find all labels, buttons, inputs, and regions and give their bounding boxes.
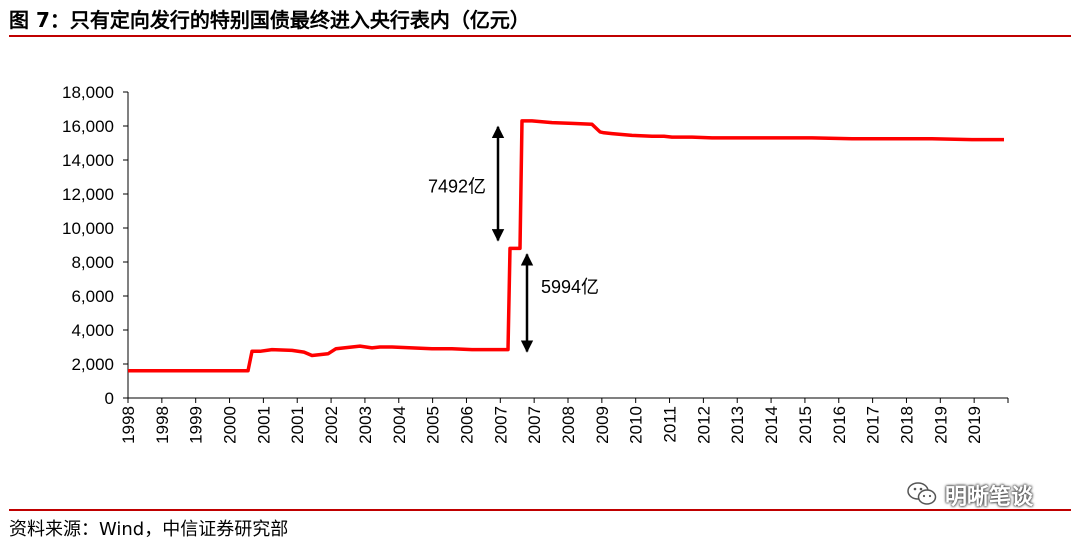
- x-tick-label: 2007: [525, 406, 544, 444]
- x-tick-label: 2006: [457, 406, 476, 444]
- x-tick-label: 2017: [864, 406, 883, 444]
- y-tick-label: 18,000: [62, 83, 114, 102]
- source-rule: [9, 509, 1071, 511]
- y-tick-label: 8,000: [71, 253, 114, 272]
- x-tick-label: 2011: [661, 406, 680, 443]
- x-tick-label: 2005: [424, 406, 443, 444]
- y-tick-label: 14,000: [62, 151, 114, 170]
- x-tick-label: 2008: [559, 406, 578, 444]
- x-tick-label: 2000: [221, 406, 240, 444]
- watermark-text: 明晰笔谈: [945, 485, 1034, 510]
- x-tick-label: 2004: [390, 406, 409, 444]
- x-tick-label: 2002: [322, 406, 341, 444]
- x-tick-label: 2019: [965, 406, 984, 444]
- annotation-5994: 5994亿: [541, 277, 599, 297]
- x-tick-label: 2007: [491, 406, 510, 444]
- x-tick-label: 2001: [254, 406, 273, 444]
- series-line: [128, 119, 1004, 373]
- chart-annotations: 7492亿 5994亿: [428, 125, 599, 353]
- source-note: 资料来源：Wind，中信证券研究部: [9, 519, 289, 540]
- x-tick-label: 1998: [153, 406, 172, 444]
- x-tick-label: 2009: [593, 406, 612, 444]
- x-tick-label: 2018: [897, 406, 916, 444]
- x-tick-label: 2014: [762, 406, 781, 444]
- watermark: 明晰笔谈: [907, 477, 1067, 511]
- y-tick-label: 0: [105, 389, 114, 408]
- y-tick-label: 2,000: [71, 355, 114, 374]
- x-tick-label: 1999: [187, 406, 206, 444]
- y-tick-label: 10,000: [62, 219, 114, 238]
- chart-axes: 0 2,000 4,000 6,000 8,000 10,000 12,000 14,000 1…: [62, 83, 1009, 444]
- x-tick-label: 2013: [728, 406, 747, 444]
- x-tick-label: 2010: [627, 406, 646, 444]
- x-tick-label: 2019: [931, 406, 950, 444]
- x-tick-label: 1998: [119, 406, 138, 444]
- wechat-icon: [907, 482, 937, 505]
- x-tick-label: 2015: [796, 406, 815, 444]
- chart-series: [128, 119, 1004, 373]
- title-rule: [9, 35, 1071, 37]
- x-tick-label: 2012: [694, 406, 713, 444]
- x-tick-label: 2001: [288, 406, 307, 444]
- y-tick-label: 12,000: [62, 185, 114, 204]
- x-tick-label: 2016: [830, 406, 849, 444]
- y-tick-label: 16,000: [62, 117, 114, 136]
- figure-title: 图 7：只有定向发行的特别国债最终进入央行表内（亿元）: [9, 8, 530, 32]
- annotation-7492: 7492亿: [428, 177, 486, 197]
- y-tick-label: 4,000: [71, 321, 114, 340]
- x-tick-label: 2003: [356, 406, 375, 444]
- y-tick-label: 6,000: [71, 287, 114, 306]
